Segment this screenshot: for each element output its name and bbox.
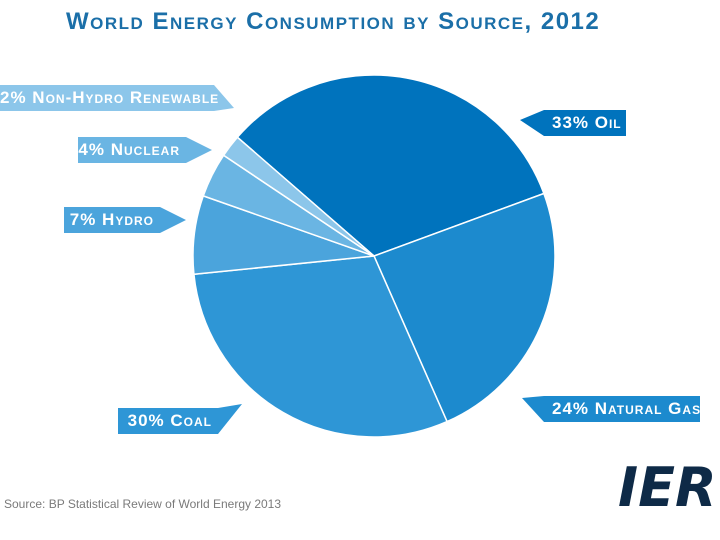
- pointer-oil: [520, 110, 544, 136]
- pointer-natural-gas: [522, 396, 544, 422]
- source-note: Source: BP Statistical Review of World E…: [4, 497, 282, 511]
- callout-nuclear: 4% Nuclear: [78, 137, 186, 163]
- slice-coal: [193, 255, 449, 438]
- slice-non-hydro-renewable: [222, 136, 375, 257]
- pointer-coal: [218, 404, 242, 434]
- pointer-hydro: [160, 207, 186, 233]
- callout-coal: 30% Coal: [118, 408, 218, 434]
- pointer-nuclear: [186, 137, 212, 163]
- callout-oil: 33% Oil: [544, 110, 626, 136]
- callout-natural-gas: 24% Natural Gas: [544, 396, 700, 422]
- slice-oil: [236, 74, 545, 257]
- chart-title: World Energy Consumption by Source, 2012: [66, 8, 601, 35]
- callout-non-hydro-renewable: 2% Non-Hydro Renewable: [0, 85, 218, 111]
- ier-logo: IER: [618, 456, 717, 512]
- callout-hydro: 7% Hydro: [64, 207, 160, 233]
- logo-text: IER: [618, 456, 717, 512]
- slice-natural-gas: [372, 192, 556, 423]
- pointer-non-hydro-renewable: [214, 85, 234, 111]
